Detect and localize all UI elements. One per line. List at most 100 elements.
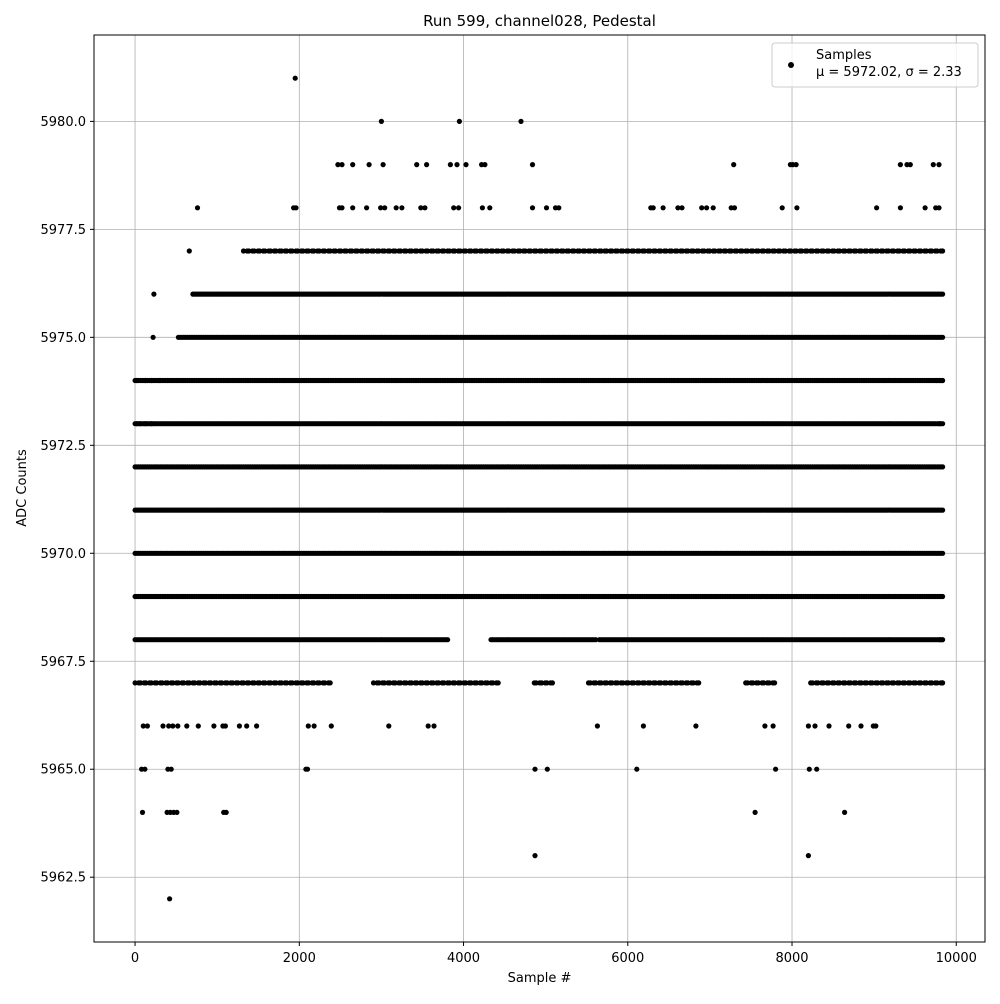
- data-point: [604, 680, 610, 686]
- x-tick-label: 10000: [936, 951, 977, 966]
- data-point: [392, 680, 398, 686]
- data-point: [454, 162, 460, 168]
- data-point: [940, 248, 946, 254]
- data-point: [370, 680, 377, 686]
- data-point: [939, 680, 945, 686]
- y-tick-label: 5980.0: [41, 115, 87, 130]
- data-point: [244, 723, 250, 729]
- data-point: [820, 680, 827, 686]
- data-point: [170, 723, 176, 729]
- data-point: [594, 723, 601, 729]
- data-point: [940, 550, 946, 556]
- data-point: [812, 723, 818, 729]
- data-point: [175, 680, 181, 686]
- data-point: [640, 723, 647, 729]
- data-point: [940, 593, 946, 600]
- data-point: [184, 723, 190, 729]
- data-point: [148, 680, 154, 686]
- data-point: [549, 680, 556, 686]
- data-point: [937, 421, 943, 427]
- legend-marker: [788, 62, 794, 68]
- y-tick-label: 5975.0: [41, 331, 87, 346]
- data-point: [539, 680, 545, 686]
- data-point: [936, 205, 942, 211]
- data-point: [495, 680, 501, 686]
- data-point: [532, 853, 538, 859]
- data-point: [826, 680, 832, 686]
- data-point: [219, 680, 225, 686]
- data-point: [847, 680, 854, 686]
- data-point: [634, 766, 640, 772]
- data-point: [614, 680, 621, 686]
- data-point: [350, 205, 356, 211]
- data-point: [148, 421, 155, 427]
- data-point: [940, 291, 946, 297]
- data-point: [431, 723, 437, 729]
- data-point: [273, 680, 279, 686]
- data-point: [815, 680, 821, 686]
- data-point: [761, 680, 767, 686]
- data-point: [922, 205, 928, 211]
- data-point: [873, 723, 879, 729]
- x-tick-label: 6000: [611, 951, 644, 966]
- data-point: [487, 205, 493, 211]
- data-point: [529, 205, 536, 211]
- data-point: [403, 680, 409, 686]
- data-point: [696, 680, 702, 686]
- data-point: [479, 680, 485, 686]
- data-point: [380, 162, 386, 168]
- data-point: [441, 680, 447, 686]
- data-point: [896, 680, 902, 686]
- data-point: [690, 680, 696, 686]
- data-point: [194, 205, 201, 211]
- data-point: [419, 680, 425, 686]
- data-point: [408, 680, 415, 686]
- data-point: [482, 162, 488, 168]
- data-point: [381, 680, 387, 686]
- data-point: [766, 680, 772, 686]
- data-point: [170, 680, 176, 686]
- data-point: [826, 723, 832, 729]
- data-point: [663, 680, 669, 686]
- data-point: [479, 205, 485, 211]
- data-point: [674, 680, 680, 686]
- data-point: [425, 723, 431, 729]
- data-point: [350, 162, 356, 168]
- data-point: [456, 205, 462, 211]
- data-point: [806, 766, 812, 772]
- x-tick-label: 4000: [447, 951, 480, 966]
- data-point: [880, 680, 886, 686]
- data-point: [907, 680, 913, 686]
- data-point: [300, 680, 306, 686]
- x-axis-label: Sample #: [508, 971, 572, 986]
- data-point: [710, 205, 716, 211]
- data-point: [295, 680, 301, 686]
- data-point: [831, 680, 837, 686]
- y-axis-label: ADC Counts: [15, 449, 30, 527]
- data-point: [762, 723, 768, 729]
- data-point: [376, 680, 382, 686]
- data-point: [132, 680, 138, 686]
- data-point: [144, 723, 150, 729]
- data-point: [134, 377, 140, 384]
- data-point: [328, 723, 334, 729]
- y-tick-label: 5977.5: [41, 223, 87, 238]
- data-point: [378, 118, 384, 124]
- data-point: [641, 680, 648, 686]
- data-point: [311, 723, 317, 729]
- ticks-layer: 0 2000 4000 6000 8000 100005962.55965.05967.5…: [41, 115, 977, 966]
- data-point: [414, 680, 420, 686]
- data-point: [236, 723, 242, 729]
- data-point: [142, 766, 148, 772]
- data-point: [305, 680, 312, 686]
- data-point: [693, 723, 699, 729]
- data-point: [669, 680, 675, 686]
- data-point: [772, 680, 778, 686]
- data-point: [902, 680, 908, 686]
- data-point: [805, 723, 812, 729]
- data-point: [679, 680, 686, 686]
- data-point: [875, 680, 881, 686]
- data-point: [425, 680, 431, 686]
- data-point: [230, 680, 236, 686]
